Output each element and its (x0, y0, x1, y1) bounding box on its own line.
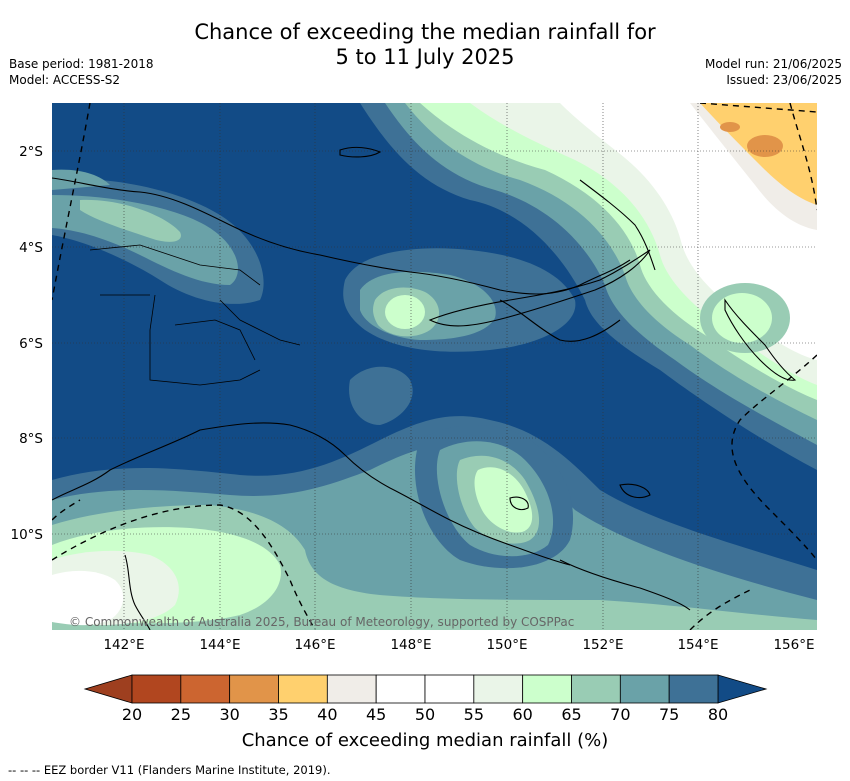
meta-left: Base period: 1981-2018 Model: ACCESS-S2 (9, 56, 154, 88)
colorbar-tick-label: 40 (317, 705, 337, 724)
lon-label: 154°E (677, 637, 718, 653)
field-60-west (80, 199, 181, 242)
colorbar-swatch (131, 674, 182, 704)
colorbar-swatch (619, 674, 670, 704)
field-65-west-strip (52, 169, 110, 190)
lat-label: 2°S (19, 144, 43, 160)
colorbar-tick-label: 55 (464, 705, 484, 724)
lon-label: 156°E (773, 637, 814, 653)
map-field: © Commonwealth of Australia 2025, Bureau… (52, 103, 817, 630)
colorbar-swatch (278, 674, 328, 704)
lon-labels: 142°E 144°E 146°E 148°E 150°E 152°E 154°… (103, 637, 814, 653)
colorbar-tick-label: 30 (219, 705, 239, 724)
colorbar-tick-label: 50 (415, 705, 435, 724)
chart-title-line2: 5 to 11 July 2025 (335, 45, 515, 69)
colorbar-swatch (668, 674, 719, 704)
colorbar-swatch (326, 674, 377, 704)
chart-title-line1: Chance of exceeding the median rainfall … (194, 20, 656, 44)
footer-legend: -- -- -- EEZ border V11 (Flanders Marine… (8, 763, 331, 777)
lon-label: 142°E (103, 637, 144, 653)
field-55-central (385, 295, 425, 329)
colorbar-swatch (522, 674, 572, 704)
colorbar-title: Chance of exceeding median rainfall (%) (241, 730, 609, 751)
base-period-text: Base period: 1981-2018 (9, 57, 154, 71)
lon-label: 152°E (582, 637, 623, 653)
field-55-east-spot (712, 293, 772, 343)
colorbar-tick-label: 45 (366, 705, 386, 724)
model-text: Model: ACCESS-S2 (9, 73, 121, 87)
colorbar-tick-label: 25 (171, 705, 191, 724)
lon-label: 144°E (199, 637, 240, 653)
colorbar-swatch (180, 674, 231, 704)
colorbar-swatch (571, 674, 621, 704)
colorbar: 20 25 30 35 40 45 50 55 60 65 70 75 80 (83, 674, 768, 724)
lat-label: 6°S (19, 336, 43, 352)
colorbar-tick-label: 80 (708, 705, 728, 724)
province-borders (89, 244, 301, 386)
lon-label: 148°E (390, 637, 431, 653)
colorbar-swatch (375, 674, 426, 704)
copyright-text: © Commonwealth of Australia 2025, Bureau… (69, 615, 574, 629)
model-run-text: Model run: 21/06/2025 (704, 57, 842, 71)
field-30-north-b (720, 122, 740, 132)
colorbar-high-extend (717, 674, 768, 704)
colorbar-swatch (424, 674, 475, 704)
colorbar-swatch (229, 674, 279, 704)
lat-label: 8°S (19, 431, 43, 447)
eez-borders (52, 103, 817, 630)
field-55-se (474, 467, 533, 533)
meta-right: Model run: 21/06/2025 Issued: 23/06/2025 (705, 56, 842, 88)
colorbar-tick-label: 20 (122, 705, 142, 724)
lon-label: 150°E (486, 637, 527, 653)
lat-label: 10°S (11, 527, 44, 543)
field-70-strip (349, 366, 413, 425)
issued-text: Issued: 23/06/2025 (726, 73, 842, 87)
colorbar-swatch (473, 674, 524, 704)
lat-labels: 2°S 4°S 6°S 8°S 10°S (11, 144, 44, 543)
colorbar-tick-label: 70 (610, 705, 630, 724)
colorbar-tick-label: 35 (268, 705, 288, 724)
coastlines (52, 146, 797, 630)
colorbar-tick-label: 60 (512, 705, 532, 724)
colorbar-tick-label: 65 (561, 705, 581, 724)
colorbar-tick-label: 75 (659, 705, 679, 724)
lon-label: 146°E (294, 637, 335, 653)
field-30-north-a (747, 135, 783, 157)
field-45-south (52, 570, 124, 626)
lat-label: 4°S (19, 240, 43, 256)
colorbar-low-extend (83, 674, 133, 704)
